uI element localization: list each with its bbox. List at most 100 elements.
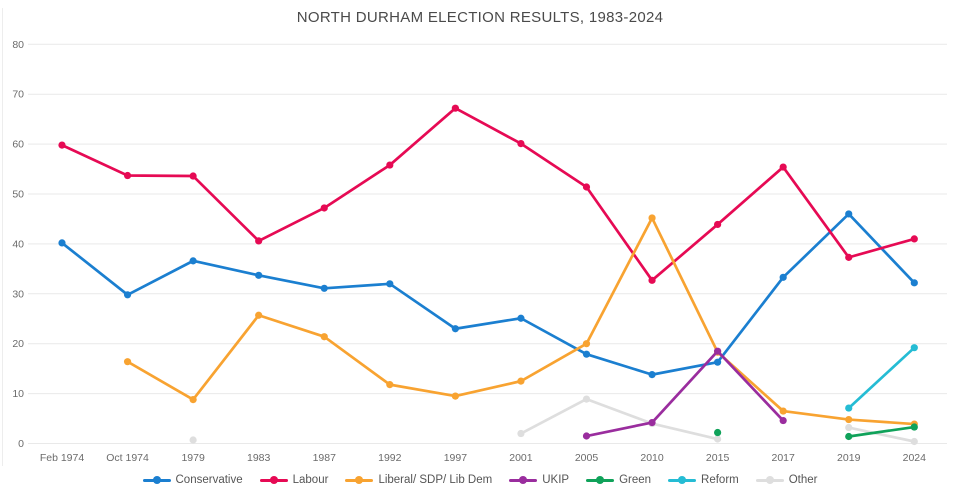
legend-dot-icon: [678, 476, 687, 484]
data-point-liberal-sdp-lib-dem-2017: [779, 407, 787, 415]
legend-dot-icon: [152, 476, 161, 484]
data-point-ukip-2005: [582, 432, 591, 440]
data-point-ukip-2010: [648, 418, 656, 427]
x-axis-tick-2001: 2001: [509, 452, 533, 464]
x-axis-tick-1992: 1992: [378, 452, 402, 464]
data-point-liberal-sdp-lib-dem-2019: [845, 415, 853, 424]
y-axis-tick-40: 40: [12, 238, 24, 250]
data-point-liberal-sdp-lib-dem-2010: [648, 214, 656, 222]
data-point-liberal-sdp-lib-dem-1997: [451, 392, 459, 400]
legend-dot-icon: [596, 476, 605, 484]
data-point-liberal-sdp-lib-dem-oct-1974: [123, 358, 132, 366]
data-point-conservative-2017: [779, 273, 787, 281]
data-point-conservative-2005: [582, 350, 591, 358]
data-point-conservative-2015: [714, 358, 722, 366]
series-line-other: [847, 426, 916, 443]
data-point-ukip-2017: [779, 416, 787, 425]
y-axis-tick-10: 10: [12, 388, 24, 400]
data-point-conservative-1979: [189, 257, 197, 265]
data-point-conservative-feb-1974: [58, 239, 66, 247]
legend-item-liberal-sdp-lib-dem: Liberal/ SDP/ Lib Dem: [345, 474, 492, 486]
x-axis-tick-2017: 2017: [771, 452, 795, 464]
legend-label: Conservative: [175, 474, 243, 486]
series-line-conservative: [60, 212, 916, 376]
chart-title: NORTH DURHAM ELECTION RESULTS, 1983-2024: [296, 9, 664, 26]
data-point-conservative-2024: [910, 279, 918, 287]
legend-item-green: Green: [586, 474, 651, 486]
data-point-labour-2005: [582, 183, 591, 191]
x-axis-tick-2024: 2024: [903, 452, 927, 464]
data-point-green-2019: [845, 432, 853, 441]
legend-marker-icon: [345, 475, 374, 485]
data-point-conservative-2019: [845, 210, 853, 218]
data-point-conservative-2010: [648, 371, 656, 379]
data-point-other-2005: [582, 395, 591, 403]
data-point-labour-1997: [451, 104, 459, 112]
y-axis-tick-70: 70: [12, 89, 24, 101]
legend-marker-icon: [259, 475, 288, 485]
data-point-labour-2001: [517, 140, 525, 148]
data-point-ukip-2015: [714, 347, 722, 355]
data-point-other-2019: [845, 423, 853, 432]
data-point-labour-2017: [779, 163, 787, 171]
data-point-liberal-sdp-lib-dem-1979: [189, 395, 197, 404]
legend-marker-icon: [668, 475, 697, 485]
x-axis-tick-2010: 2010: [640, 452, 664, 464]
data-point-green-2015: [714, 428, 722, 437]
data-point-conservative-1987: [320, 284, 328, 292]
legend-label: Green: [619, 474, 652, 486]
data-point-conservative-2001: [517, 314, 525, 322]
series-line-green: [847, 425, 916, 438]
legend-item-conservative: Conservative: [142, 474, 243, 486]
series-other: [189, 395, 918, 446]
data-point-labour-1983: [255, 237, 263, 245]
data-point-labour-1979: [189, 172, 197, 180]
legend-label: Liberal/ SDP/ Lib Dem: [378, 474, 493, 486]
x-axis-tick-1979: 1979: [181, 452, 205, 464]
data-point-labour-2024: [910, 235, 918, 243]
series-line-other: [519, 397, 719, 441]
legend-marker-icon: [586, 475, 615, 485]
series-conservative: [58, 210, 918, 379]
legend-label: UKIP: [542, 474, 570, 486]
legend-item-ukip: UKIP: [509, 474, 569, 486]
x-axis-tick-2015: 2015: [706, 452, 730, 464]
data-point-other-1979: [189, 436, 197, 444]
legend-marker-icon: [142, 475, 171, 485]
x-axis-tick-2019: 2019: [837, 452, 861, 464]
x-axis-tick-oct-1974: Oct 1974: [106, 452, 149, 464]
data-point-liberal-sdp-lib-dem-2001: [517, 377, 525, 385]
legend-label: Reform: [701, 474, 739, 486]
data-point-labour-2015: [714, 220, 722, 229]
data-point-other-2001: [517, 429, 525, 438]
series-line-labour: [60, 106, 916, 282]
y-axis-tick-80: 80: [12, 39, 24, 51]
legend-item-labour: Labour: [259, 474, 328, 486]
legend-marker-icon: [755, 475, 784, 485]
series-labour: [58, 104, 918, 284]
data-point-labour-2010: [648, 276, 656, 284]
data-point-conservative-1983: [255, 271, 263, 279]
series-reform: [845, 344, 918, 412]
legend-marker-icon: [509, 475, 538, 485]
series-line-ukip: [585, 349, 785, 438]
data-point-other-2015: [714, 435, 722, 443]
legend-item-reform: Reform: [668, 474, 739, 486]
data-point-labour-2019: [845, 253, 853, 261]
legend-dot-icon: [519, 476, 528, 484]
y-axis-tick-0: 0: [18, 438, 24, 450]
data-point-labour-1987: [320, 204, 328, 212]
y-axis-tick-50: 50: [12, 189, 24, 201]
x-axis-tick-1987: 1987: [313, 452, 337, 464]
data-point-green-2024: [910, 423, 918, 431]
x-axis-tick-1983: 1983: [247, 452, 271, 464]
x-axis-tick-2005: 2005: [575, 452, 599, 464]
series-green: [714, 423, 918, 441]
y-axis-tick-20: 20: [12, 338, 24, 350]
legend: Conservative Labour Liberal/ SDP/ Lib Dem U…: [0, 474, 960, 486]
data-point-other-2024: [910, 437, 918, 446]
data-point-conservative-oct-1974: [123, 291, 132, 299]
data-point-labour-feb-1974: [58, 141, 66, 149]
legend-item-other: Other: [755, 474, 818, 486]
